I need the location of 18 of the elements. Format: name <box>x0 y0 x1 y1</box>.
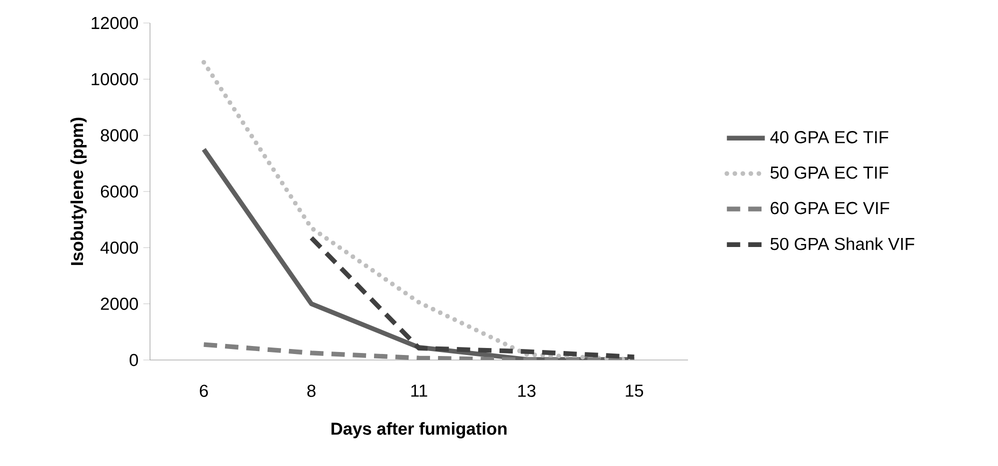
legend-label: 50 GPA EC TIF <box>770 166 888 179</box>
y-tick-label: 0 <box>130 354 138 366</box>
x-tick-label: 13 <box>518 384 536 397</box>
y-tick-label: 12000 <box>92 16 138 30</box>
x-tick-label: 15 <box>626 384 644 397</box>
y-tick-label: 6000 <box>100 185 138 198</box>
legend-label: 50 GPA Shank VIF <box>770 237 914 250</box>
x-axis-title: Days after fumigation <box>332 422 507 438</box>
y-axis-title: Isobutylene (ppm) <box>70 118 87 265</box>
y-tick-label: 2000 <box>100 298 138 310</box>
y-tick-label: 4000 <box>100 242 138 254</box>
x-tick-label: 6 <box>200 384 208 397</box>
y-tick-label: 8000 <box>100 129 138 142</box>
legend-label: 40 GPA EC TIF <box>770 131 888 144</box>
y-tick-label: 10000 <box>92 73 138 86</box>
x-tick-label: 11 <box>411 384 428 397</box>
legend-label: 60 GPA EC VIF <box>770 202 890 214</box>
x-tick-label: 8 <box>307 384 316 397</box>
